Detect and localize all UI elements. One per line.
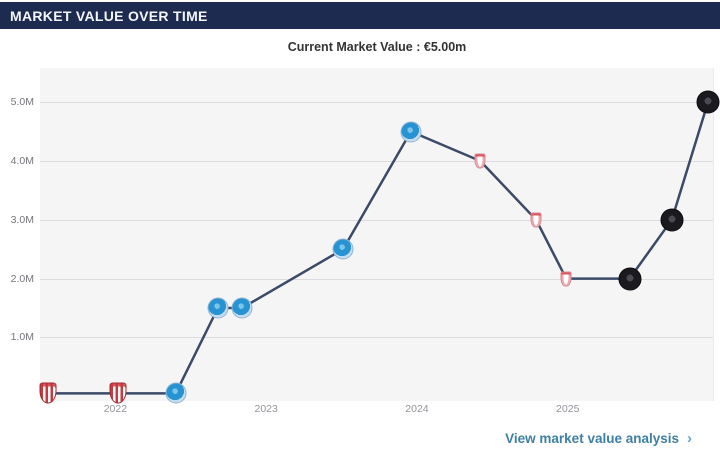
gridline-1.0M	[40, 337, 713, 339]
gridline-5.0M	[40, 102, 713, 104]
data-point-club-crest-7[interactable]	[400, 121, 422, 143]
data-point-club-crest-10[interactable]	[560, 271, 572, 287]
data-point-club-crest-3[interactable]	[165, 382, 187, 404]
x-axis-tick-2022: 2022	[103, 403, 128, 415]
data-point-club-crest-4[interactable]	[207, 297, 229, 319]
gridline-4.0M	[40, 160, 713, 162]
gridline-3.0M	[40, 219, 713, 221]
y-axis-tick-1.0M: 1.0M	[10, 331, 34, 344]
x-axis-tick-2025: 2025	[556, 403, 580, 415]
gridline-2.0M	[40, 278, 713, 280]
market-value-line	[46, 100, 710, 395]
data-point-club-crest-2[interactable]	[109, 382, 127, 404]
data-point-club-crest-11[interactable]	[618, 267, 642, 291]
link-label[interactable]: View market value analysis	[505, 431, 679, 446]
data-point-club-crest-5[interactable]	[231, 297, 253, 319]
section-title: MARKET VALUE OVER TIME	[10, 7, 208, 24]
data-point-club-crest-8[interactable]	[474, 153, 486, 169]
data-point-club-crest-9[interactable]	[530, 212, 542, 228]
x-axis-tick-2024: 2024	[405, 403, 429, 415]
y-axis-tick-2.0M: 2.0M	[10, 272, 34, 285]
data-point-club-crest-12[interactable]	[660, 208, 684, 232]
view-market-value-analysis-link[interactable]: View market value analysis ›	[505, 431, 692, 446]
data-point-club-crest-6[interactable]	[332, 238, 354, 260]
current-market-value-label: Current Market Value : €5.00m	[287, 40, 467, 54]
market-value-chart: 1.0M 2.0M 3.0M 4.0M 5.0M 2022 2023 2024 2025	[0, 62, 720, 420]
section-header: MARKET VALUE OVER TIME	[0, 2, 720, 29]
data-point-club-crest-1[interactable]	[39, 382, 57, 404]
x-axis-tick-2023: 2023	[254, 403, 278, 415]
plot-area	[39, 68, 720, 404]
y-axis-tick-3.0M: 3.0M	[10, 213, 34, 226]
y-axis-tick-4.0M: 4.0M	[10, 154, 34, 167]
data-point-club-crest-13[interactable]	[696, 90, 720, 114]
y-axis-tick-5.0M: 5.0M	[10, 96, 34, 109]
chevron-right-icon: ›	[687, 430, 692, 447]
